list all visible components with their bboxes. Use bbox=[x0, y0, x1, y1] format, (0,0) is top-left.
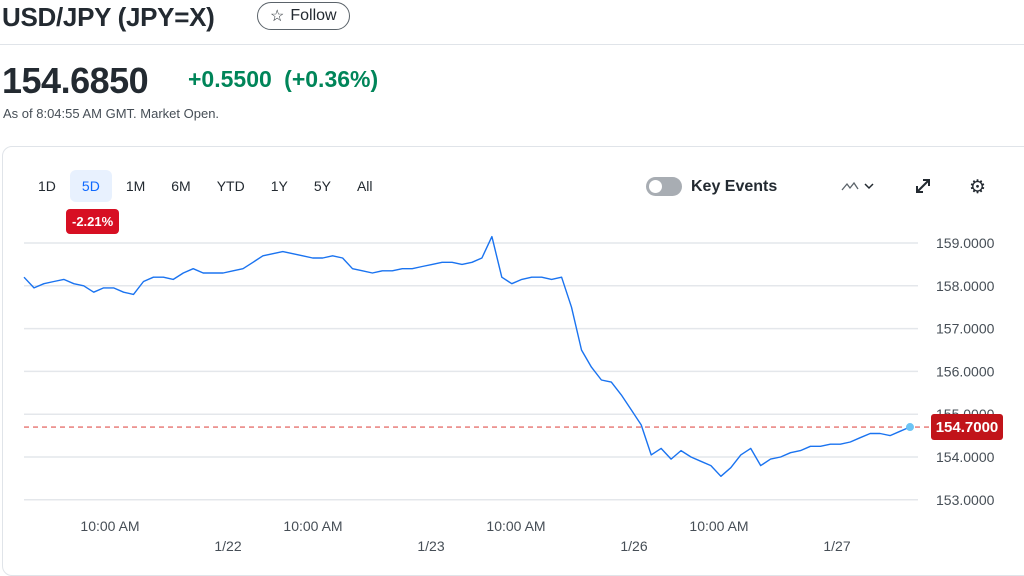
x-date-label: 1/23 bbox=[417, 538, 444, 554]
expand-button[interactable] bbox=[914, 177, 932, 199]
range-1d[interactable]: 1D bbox=[38, 178, 56, 194]
page-title: USD/JPY (JPY=X) bbox=[2, 2, 215, 32]
last-price-dot bbox=[906, 423, 914, 432]
y-tick-label: 154.0000 bbox=[936, 449, 995, 465]
price-change: +0.5500 (+0.36%) bbox=[188, 66, 378, 93]
x-date-label: 1/27 bbox=[823, 538, 850, 554]
x-date-label: 1/22 bbox=[214, 538, 241, 554]
price-chart[interactable]: 159.0000158.0000157.0000156.0000155.0000… bbox=[0, 0, 1024, 562]
range-ytd[interactable]: YTD bbox=[216, 178, 245, 194]
range-1m[interactable]: 1M bbox=[125, 178, 146, 194]
range-6m[interactable]: 6M bbox=[171, 178, 191, 194]
mountain-chart-icon bbox=[841, 181, 859, 191]
follow-label: Follow bbox=[290, 7, 337, 24]
x-tick-label: 10:00 AM bbox=[486, 518, 545, 534]
chart-type-dropdown[interactable] bbox=[840, 178, 876, 198]
change-percent: (+0.36%) bbox=[284, 66, 379, 92]
current-price-label: 154.7000 bbox=[931, 414, 1003, 441]
key-events-toggle[interactable] bbox=[646, 177, 682, 196]
key-events-label: Key Events bbox=[691, 178, 778, 195]
range-1y[interactable]: 1Y bbox=[270, 178, 288, 194]
follow-button[interactable]: ☆ Follow bbox=[257, 2, 350, 30]
x-date-label: 1/26 bbox=[620, 538, 647, 554]
range-5d[interactable]: 5D bbox=[69, 170, 112, 202]
y-tick-label: 156.0000 bbox=[936, 363, 995, 379]
expand-icon bbox=[916, 179, 930, 193]
range-selector: 1D 5D 1M 6M YTD 1Y 5Y All bbox=[26, 170, 387, 202]
current-price: 154.6850 bbox=[2, 60, 149, 101]
settings-button[interactable]: ⚙ bbox=[969, 176, 986, 199]
x-tick-label: 10:00 AM bbox=[283, 518, 342, 534]
y-tick-label: 158.0000 bbox=[936, 278, 995, 294]
y-tick-label: 153.0000 bbox=[936, 492, 995, 508]
range-all[interactable]: All bbox=[356, 178, 373, 194]
chevron-down-icon bbox=[864, 183, 874, 190]
gear-icon: ⚙ bbox=[969, 177, 987, 198]
y-tick-label: 157.0000 bbox=[936, 321, 995, 337]
star-outline-icon: ☆ bbox=[270, 8, 285, 25]
change-value: +0.5500 bbox=[188, 66, 272, 92]
range-5y[interactable]: 5Y bbox=[313, 178, 331, 194]
x-tick-label: 10:00 AM bbox=[80, 518, 139, 534]
x-tick-label: 10:00 AM bbox=[689, 518, 748, 534]
market-status: As of 8:04:55 AM GMT. Market Open. bbox=[3, 106, 220, 121]
divider bbox=[0, 44, 1024, 45]
range-change-badge: -2.21% bbox=[66, 209, 120, 234]
price-line bbox=[23, 235, 911, 477]
y-tick-label: 159.0000 bbox=[936, 235, 995, 251]
